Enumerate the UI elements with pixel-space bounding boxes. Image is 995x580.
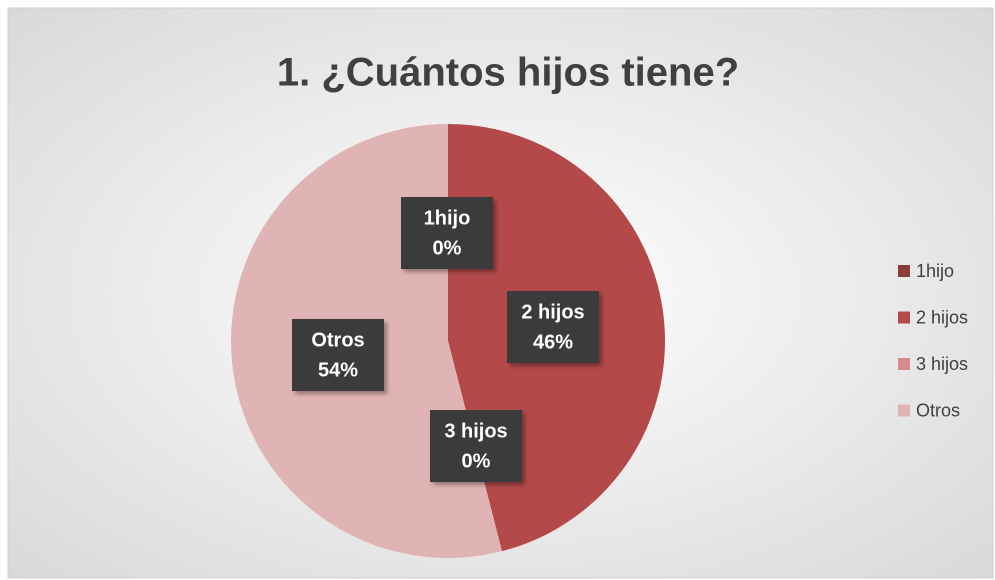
data-label-box [401,197,493,269]
legend-swatch [898,358,910,370]
data-label-value: 54% [318,359,358,381]
data-label: Otros 54% [292,319,384,391]
data-label-value: 0% [433,237,462,259]
legend-label: Otros [916,400,960,420]
data-label-box [292,319,384,391]
legend-label: 1hijo [916,261,954,281]
data-label-box [507,291,599,363]
legend-label: 3 hijos [916,354,968,374]
data-label: 1hijo 0% [401,197,493,269]
legend-swatch [898,265,910,277]
data-label-box [430,410,522,482]
data-label: 2 hijos 46% [507,291,599,363]
legend-swatch [898,404,910,417]
legend-label: 2 hijos [916,307,968,327]
data-label: 3 hijos 0% [430,410,522,482]
data-label-category: 1hijo [424,207,471,229]
data-label-category: 3 hijos [444,420,507,442]
data-label-value: 0% [462,450,491,472]
data-label-category: Otros [311,329,364,351]
legend-swatch [898,311,910,324]
data-label-value: 46% [533,331,573,353]
data-label-category: 2 hijos [521,301,584,323]
chart-title: 1. ¿Cuántos hijos tiene? [277,51,739,95]
